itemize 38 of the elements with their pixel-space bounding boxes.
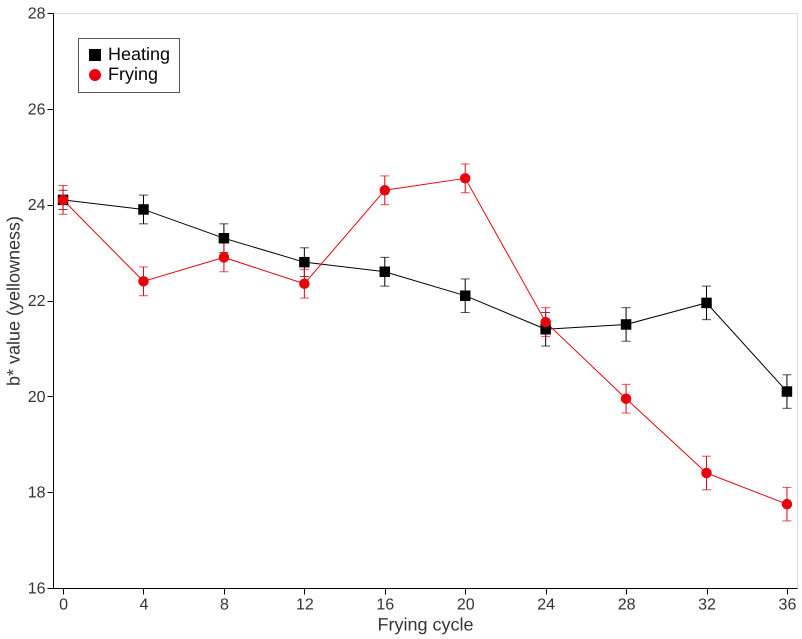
y-tick-label: 26 bbox=[28, 101, 46, 118]
x-tick-label: 12 bbox=[296, 596, 314, 614]
point bbox=[218, 252, 230, 263]
point bbox=[701, 298, 712, 308]
x-tick-label: 36 bbox=[778, 596, 796, 614]
x-tick-label: 4 bbox=[140, 596, 149, 614]
y-tick-label: 20 bbox=[28, 388, 46, 406]
point bbox=[460, 173, 470, 184]
point bbox=[299, 256, 310, 268]
x-axis-title: Frying cycle bbox=[377, 614, 474, 634]
y-tick-label: 18 bbox=[28, 484, 46, 502]
point bbox=[299, 278, 310, 289]
y-tick-label: 16 bbox=[28, 580, 46, 598]
point bbox=[701, 468, 712, 478]
x-tick-label: 0 bbox=[59, 596, 68, 614]
point bbox=[218, 232, 230, 244]
x-tick-label: 20 bbox=[456, 596, 475, 614]
x-tick-label: 28 bbox=[618, 596, 636, 614]
legend-label: Frying bbox=[108, 64, 158, 84]
point bbox=[380, 185, 390, 196]
x-tick-label: 16 bbox=[376, 596, 394, 614]
legend-label: Heating bbox=[108, 44, 170, 64]
point bbox=[380, 266, 390, 277]
point bbox=[782, 386, 792, 397]
point bbox=[138, 276, 149, 287]
point bbox=[460, 290, 470, 301]
point bbox=[138, 204, 149, 215]
y-axis-title: b* value (yellowness) bbox=[4, 216, 24, 386]
y-tick-label: 24 bbox=[28, 197, 46, 214]
point bbox=[620, 393, 632, 404]
x-tick-label: 8 bbox=[220, 596, 229, 614]
point bbox=[620, 319, 632, 330]
y-tick-label: 28 bbox=[28, 6, 46, 22]
point bbox=[540, 316, 551, 328]
x-tick-label: 32 bbox=[698, 596, 716, 614]
y-tick-label: 22 bbox=[28, 293, 46, 310]
x-tick-label: 24 bbox=[537, 596, 556, 614]
point bbox=[782, 498, 792, 510]
